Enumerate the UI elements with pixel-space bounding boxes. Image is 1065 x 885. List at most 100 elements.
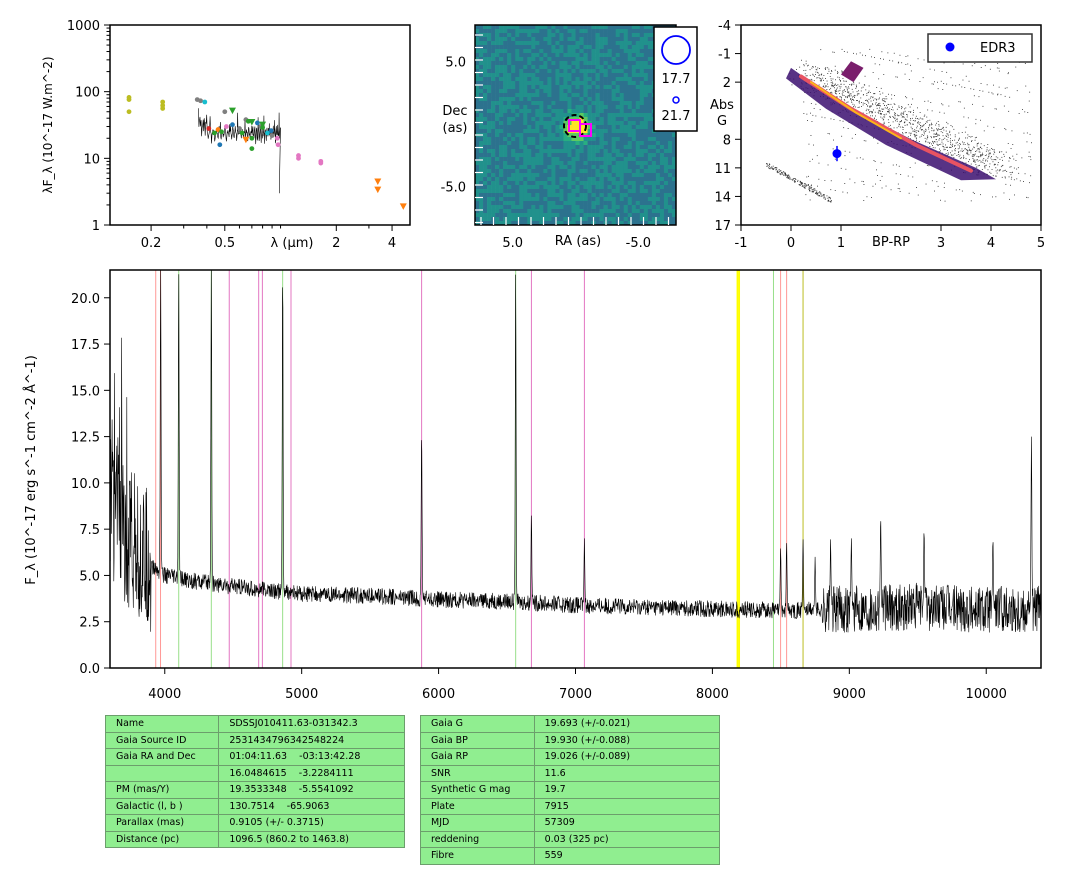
cutout-pixel: [671, 185, 677, 190]
cutout-pixel: [483, 177, 488, 182]
cutout-pixel: [607, 177, 612, 182]
cutout-pixel: [523, 85, 528, 90]
cutout-pixel: [607, 201, 612, 206]
cmd-field-star: [840, 96, 842, 98]
cutout-pixel: [587, 105, 592, 110]
cutout-pixel: [495, 185, 500, 190]
cutout-pixel: [591, 49, 596, 54]
cutout-pixel: [627, 189, 633, 194]
cutout-pixel: [587, 37, 592, 42]
photometry-info-row: Synthetic G mag 19.7: [420, 781, 721, 799]
cutout-pixel: [535, 41, 540, 46]
cmd-field-star: [950, 125, 952, 126]
cutout-pixel: [507, 41, 512, 46]
cutout-pixel: [575, 57, 580, 62]
cutout-pixel: [639, 153, 645, 158]
cutout-pixel: [531, 189, 536, 194]
cmd-xtick-label-5: 5: [1037, 236, 1045, 251]
cutout-pixel: [623, 69, 629, 74]
cutout-pixel: [667, 133, 673, 138]
cutout-pixel: [579, 137, 584, 142]
cmd-field-star: [894, 115, 896, 117]
cmd-field-star: [823, 85, 825, 87]
cutout-pixel: [619, 89, 625, 94]
cmd-field-star: [992, 175, 994, 177]
cmd-wd-star: [823, 196, 825, 198]
cmd-field-star: [803, 70, 805, 71]
cutout-pixel: [551, 185, 556, 190]
cutout-pixel: [655, 145, 661, 150]
cmd-field-star: [989, 171, 991, 173]
cutout-pixel: [523, 157, 528, 162]
cutout-pixel: [535, 181, 540, 186]
cutout-pixel: [579, 57, 584, 62]
cmd-field-star: [1026, 141, 1028, 143]
cutout-pixel: [491, 45, 496, 50]
cutout-pixel: [619, 57, 625, 62]
cmd-field-star: [882, 103, 884, 105]
cutout-pixel: [615, 77, 621, 82]
cutout-pixel: [503, 145, 508, 150]
cutout-pixel: [551, 105, 556, 110]
cutout-pixel: [583, 37, 588, 42]
cmd-field-star: [842, 91, 844, 93]
cmd-field-star: [978, 151, 980, 153]
cutout-pixel: [503, 61, 508, 66]
cutout-pixel: [523, 77, 528, 82]
cmd-field-star: [1011, 130, 1013, 132]
cutout-pixel: [495, 161, 500, 166]
cmd-field-star: [915, 115, 917, 117]
cutout-pixel: [627, 45, 633, 50]
cutout-pixel: [575, 213, 580, 218]
cmd-field-star: [1022, 109, 1023, 110]
cutout-pixel: [619, 209, 625, 214]
cutout-pixel: [659, 221, 665, 226]
cmd-field-star: [1016, 168, 1018, 170]
cmd-field-star: [885, 96, 887, 97]
cutout-pixel: [523, 113, 528, 118]
cutout-pixel: [591, 25, 596, 30]
cutout-pixel: [619, 37, 625, 42]
cmd-field-star: [812, 158, 813, 160]
cutout-pixel: [523, 209, 528, 214]
cutout-pixel: [543, 189, 548, 194]
cutout-pixel: [615, 197, 621, 202]
cutout-pixel: [599, 181, 604, 186]
cmd-wd-star: [820, 192, 822, 194]
cutout-pixel: [507, 197, 512, 202]
cutout-pixel: [611, 121, 616, 126]
cutout-pixel: [555, 201, 560, 206]
cmd-field-star: [1027, 112, 1029, 113]
cmd-field-star: [892, 60, 894, 62]
cmd-field-star: [863, 181, 864, 183]
cutout-pixel: [543, 193, 548, 198]
cutout-pixel: [619, 53, 625, 58]
cmd-field-star: [841, 97, 842, 99]
cmd-field-star: [924, 137, 926, 139]
cmd-wd-star: [822, 194, 824, 196]
cutout-pixel: [611, 105, 616, 110]
cutout-pixel: [655, 197, 661, 202]
cmd-field-star: [923, 130, 925, 132]
cmd-wd-star: [799, 181, 801, 183]
cutout-pixel: [527, 133, 532, 138]
cutout-pixel: [539, 49, 544, 54]
cmd-field-star: [851, 98, 853, 100]
cutout-pixel: [619, 77, 625, 82]
cutout-pixel: [583, 165, 588, 170]
sed-point-28: [269, 133, 275, 138]
cutout-pixel: [667, 153, 673, 158]
cutout-pixel: [595, 145, 600, 150]
cutout-pixel: [531, 29, 536, 34]
cmd-field-star: [970, 200, 972, 202]
cutout-pixel: [539, 217, 544, 222]
cmd-field-star: [1026, 132, 1028, 134]
cmd-wd-star: [824, 199, 826, 200]
cmd-field-star: [952, 146, 953, 147]
cmd-field-star: [1026, 196, 1027, 198]
cmd-ytick-label-0: -4: [718, 19, 731, 34]
cutout-pixel: [623, 133, 629, 138]
cutout-pixel: [527, 105, 532, 110]
cutout-pixel: [487, 201, 492, 206]
cutout-pixel: [523, 193, 528, 198]
